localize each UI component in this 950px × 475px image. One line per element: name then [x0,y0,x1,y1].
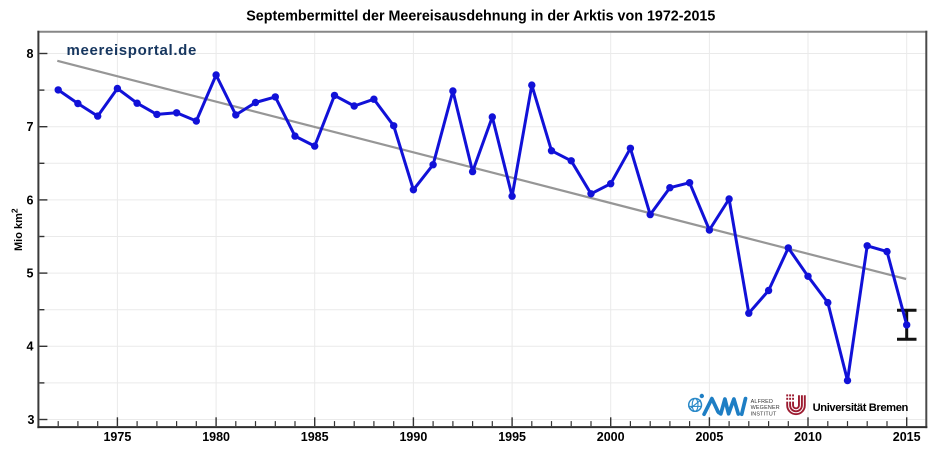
svg-text:2005: 2005 [695,430,723,444]
svg-text:WEGENER: WEGENER [751,405,780,411]
svg-text:2000: 2000 [597,430,625,444]
svg-text:INSTITUT: INSTITUT [751,411,777,417]
svg-text:1980: 1980 [202,430,230,444]
svg-text:6: 6 [27,193,34,207]
svg-text:1995: 1995 [498,430,526,444]
svg-text:2010: 2010 [794,430,822,444]
svg-text:1975: 1975 [103,430,131,444]
svg-text:1990: 1990 [399,430,427,444]
svg-text:7: 7 [27,120,34,134]
svg-text:meereisportal.de: meereisportal.de [67,42,197,59]
svg-text:2015: 2015 [893,430,921,444]
svg-text:4: 4 [27,340,34,354]
svg-text:5: 5 [27,267,34,281]
svg-text:Mio km2: Mio km2 [10,208,26,251]
svg-text:Universität Bremen: Universität Bremen [813,402,909,414]
svg-text:Septembermittel der Meereisaus: Septembermittel der Meereisausdehnung in… [246,9,715,25]
svg-text:8: 8 [27,47,34,61]
svg-text:3: 3 [28,413,35,427]
svg-text:1985: 1985 [301,430,329,444]
svg-text:ALFRED: ALFRED [751,399,773,405]
